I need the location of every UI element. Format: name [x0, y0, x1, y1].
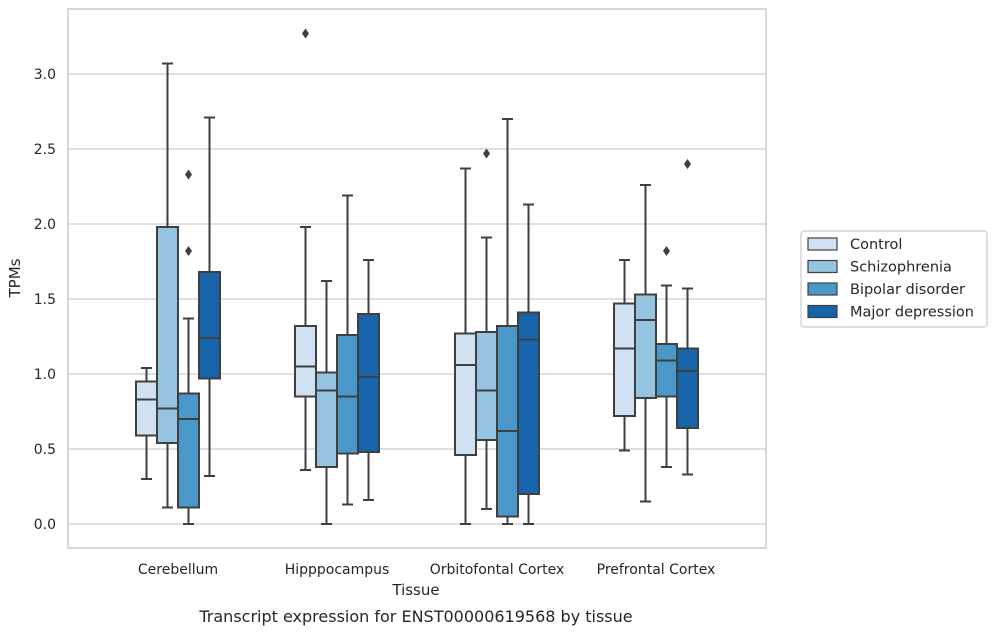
box-2-2	[497, 119, 518, 524]
box-iqr	[295, 326, 316, 397]
box-iqr	[614, 304, 635, 417]
box-iqr	[455, 334, 476, 456]
box-0-3	[614, 260, 635, 451]
outlier-point	[483, 149, 490, 159]
x-axis-label: Tissue	[391, 581, 439, 599]
legend: Control Schizophrenia Bipolar disorder Majo…	[801, 231, 987, 327]
box-iqr	[316, 373, 337, 468]
box-1-1	[316, 281, 337, 524]
box-2-3	[656, 246, 677, 467]
box-iqr	[476, 332, 497, 440]
legend-swatch	[808, 283, 837, 295]
legend-swatch	[808, 306, 837, 318]
x-tick-label: Cerebellum	[138, 562, 218, 578]
outlier-point	[302, 29, 309, 39]
box-1-2	[476, 149, 497, 510]
chart: 0.0 0.5 1.0 1.5 2.0 2.5 3.0 Cerebellum Hipppoca…	[0, 0, 997, 634]
legend-swatch	[808, 238, 837, 250]
box-iqr	[358, 314, 379, 452]
y-tick-label: 0.5	[34, 442, 56, 458]
y-tick-labels: 0.0 0.5 1.0 1.5 2.0 2.5 3.0	[34, 67, 56, 533]
legend-label: Bipolar disorder	[850, 282, 965, 298]
box-0-1	[295, 29, 316, 471]
legend-label: Schizophrenia	[850, 260, 952, 276]
box-iqr	[157, 227, 178, 443]
x-tick-label: Orbitofontal Cortex	[430, 562, 565, 578]
y-axis-label: TPMs	[6, 258, 24, 298]
outlier-point	[185, 246, 192, 256]
box-3-1	[358, 260, 379, 500]
box-plots	[136, 29, 698, 525]
outlier-point	[663, 246, 670, 256]
box-2-0	[178, 170, 199, 525]
box-3-3	[677, 159, 698, 475]
x-tick-labels: Cerebellum Hipppocampus Orbitofontal Corte…	[138, 562, 715, 578]
x-tick-label: Prefrontal Cortex	[597, 562, 716, 578]
outlier-point	[185, 170, 192, 180]
legend-label: Major depression	[850, 305, 974, 321]
box-1-0	[157, 64, 178, 508]
y-tick-label: 1.0	[34, 367, 56, 383]
y-tick-label: 3.0	[34, 67, 56, 83]
chart-title: Transcript expression for ENST0000061956…	[198, 607, 632, 626]
box-iqr	[178, 394, 199, 508]
legend-swatch	[808, 261, 837, 273]
legend-label: Control	[850, 237, 902, 253]
box-0-0	[136, 368, 157, 479]
outlier-point	[684, 159, 691, 169]
y-tick-label: 2.0	[34, 217, 56, 233]
box-iqr	[199, 272, 220, 379]
box-iqr	[635, 295, 656, 399]
y-tick-label: 1.5	[34, 292, 56, 308]
box-3-0	[199, 118, 220, 477]
box-1-3	[635, 185, 656, 502]
box-iqr	[677, 349, 698, 429]
box-iqr	[656, 344, 677, 397]
y-tick-label: 2.5	[34, 142, 56, 158]
y-tick-label: 0.0	[34, 517, 56, 533]
x-tick-label: Hipppocampus	[285, 562, 390, 578]
box-iqr	[136, 382, 157, 436]
box-2-1	[337, 196, 358, 505]
box-0-2	[455, 169, 476, 525]
box-3-2	[518, 205, 539, 525]
box-iqr	[337, 335, 358, 454]
box-iqr	[497, 326, 518, 517]
